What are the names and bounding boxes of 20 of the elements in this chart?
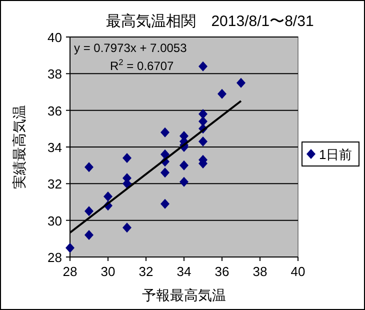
y-tick-label: 34 — [48, 140, 62, 155]
x-tick-label: 38 — [252, 264, 268, 279]
x-tick-label: 30 — [100, 264, 116, 279]
annotation: y = 0.7973x + 7.0053 — [74, 41, 188, 55]
y-axis-title: 実績最高気温 — [11, 105, 27, 189]
legend-label: 1日前 — [319, 147, 352, 162]
x-tick-label: 40 — [290, 264, 306, 279]
x-tick-label: 28 — [62, 264, 78, 279]
annotation: R$^{2}$ = 0.6707 — [110, 57, 174, 73]
x-tick-label: 34 — [176, 264, 192, 279]
x-tick-label: 32 — [138, 264, 154, 279]
y-tick-label: 40 — [48, 30, 62, 45]
chart-title: 最高気温相関 2013/8/1〜8/31 — [106, 13, 314, 30]
y-tick-label: 36 — [48, 103, 62, 118]
x-axis-title: 予報最高気温 — [142, 287, 226, 303]
y-tick-label: 28 — [48, 250, 62, 265]
y-tick-label: 32 — [48, 176, 62, 192]
x-tick-label: 36 — [214, 264, 230, 279]
y-tick-label: 38 — [48, 66, 62, 82]
y-tick-label: 30 — [48, 213, 62, 228]
